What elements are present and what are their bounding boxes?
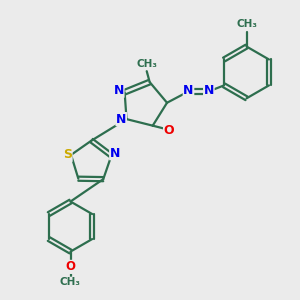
Text: N: N <box>204 84 214 97</box>
Text: O: O <box>65 260 76 273</box>
Text: S: S <box>63 148 72 161</box>
Text: O: O <box>164 124 174 136</box>
Text: CH₃: CH₃ <box>136 59 157 69</box>
Text: CH₃: CH₃ <box>60 277 81 287</box>
Text: N: N <box>183 84 194 97</box>
Text: CH₃: CH₃ <box>236 19 257 29</box>
Text: N: N <box>110 147 120 160</box>
Text: N: N <box>116 112 126 126</box>
Text: N: N <box>114 84 124 97</box>
